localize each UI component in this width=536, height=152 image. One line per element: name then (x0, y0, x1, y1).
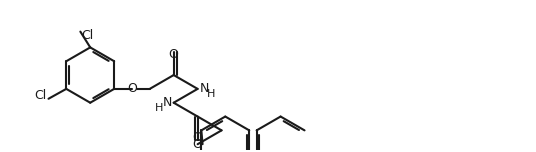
Text: O: O (127, 82, 137, 95)
Text: Cl: Cl (34, 89, 47, 102)
Text: Cl: Cl (81, 29, 94, 42)
Text: O: O (192, 138, 203, 151)
Text: H: H (206, 89, 215, 99)
Text: H: H (154, 103, 163, 113)
Text: O: O (192, 131, 203, 144)
Text: N: N (162, 96, 172, 109)
Text: N: N (199, 82, 209, 95)
Text: O: O (169, 48, 178, 61)
